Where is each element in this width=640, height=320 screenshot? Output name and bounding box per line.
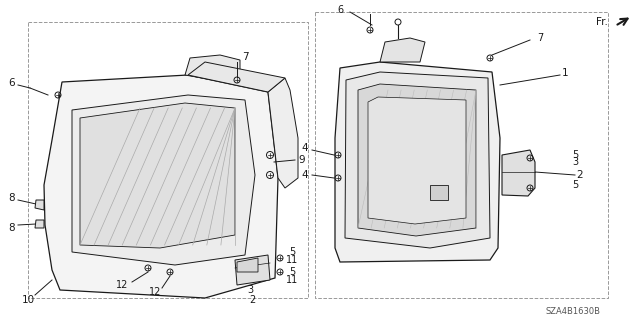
Polygon shape (44, 75, 278, 298)
Text: 3: 3 (247, 285, 253, 295)
Polygon shape (368, 97, 466, 224)
Text: 5: 5 (289, 267, 295, 277)
Polygon shape (235, 255, 270, 285)
Text: 7: 7 (537, 33, 543, 43)
Text: 5: 5 (572, 180, 578, 190)
Text: 3: 3 (572, 157, 578, 167)
Polygon shape (345, 72, 490, 248)
Text: 8: 8 (9, 193, 15, 203)
Text: 12: 12 (116, 280, 128, 290)
Text: 2: 2 (577, 170, 583, 180)
Text: 2: 2 (249, 295, 255, 305)
Polygon shape (188, 62, 285, 92)
Text: 8: 8 (9, 223, 15, 233)
Text: 11: 11 (286, 275, 298, 285)
Text: 9: 9 (299, 155, 305, 165)
Polygon shape (35, 220, 44, 228)
Text: SZA4B1630B: SZA4B1630B (545, 308, 600, 316)
Text: 7: 7 (242, 52, 248, 62)
Text: 11: 11 (286, 255, 298, 265)
Polygon shape (502, 150, 535, 196)
Polygon shape (72, 95, 255, 265)
Polygon shape (185, 55, 240, 82)
Text: 10: 10 (21, 295, 35, 305)
Text: 6: 6 (337, 5, 343, 15)
Polygon shape (268, 78, 298, 188)
Text: 6: 6 (9, 78, 15, 88)
Text: 4: 4 (301, 170, 308, 180)
Polygon shape (380, 38, 425, 62)
Polygon shape (237, 258, 258, 272)
Text: Fr.: Fr. (596, 17, 608, 27)
Text: 5: 5 (572, 150, 578, 160)
Polygon shape (80, 103, 235, 248)
Polygon shape (358, 84, 476, 236)
Text: 4: 4 (301, 143, 308, 153)
Polygon shape (35, 200, 44, 210)
Text: 12: 12 (149, 287, 161, 297)
Text: 1: 1 (562, 68, 568, 78)
Text: 5: 5 (289, 247, 295, 257)
Polygon shape (335, 62, 500, 262)
Polygon shape (430, 185, 448, 200)
